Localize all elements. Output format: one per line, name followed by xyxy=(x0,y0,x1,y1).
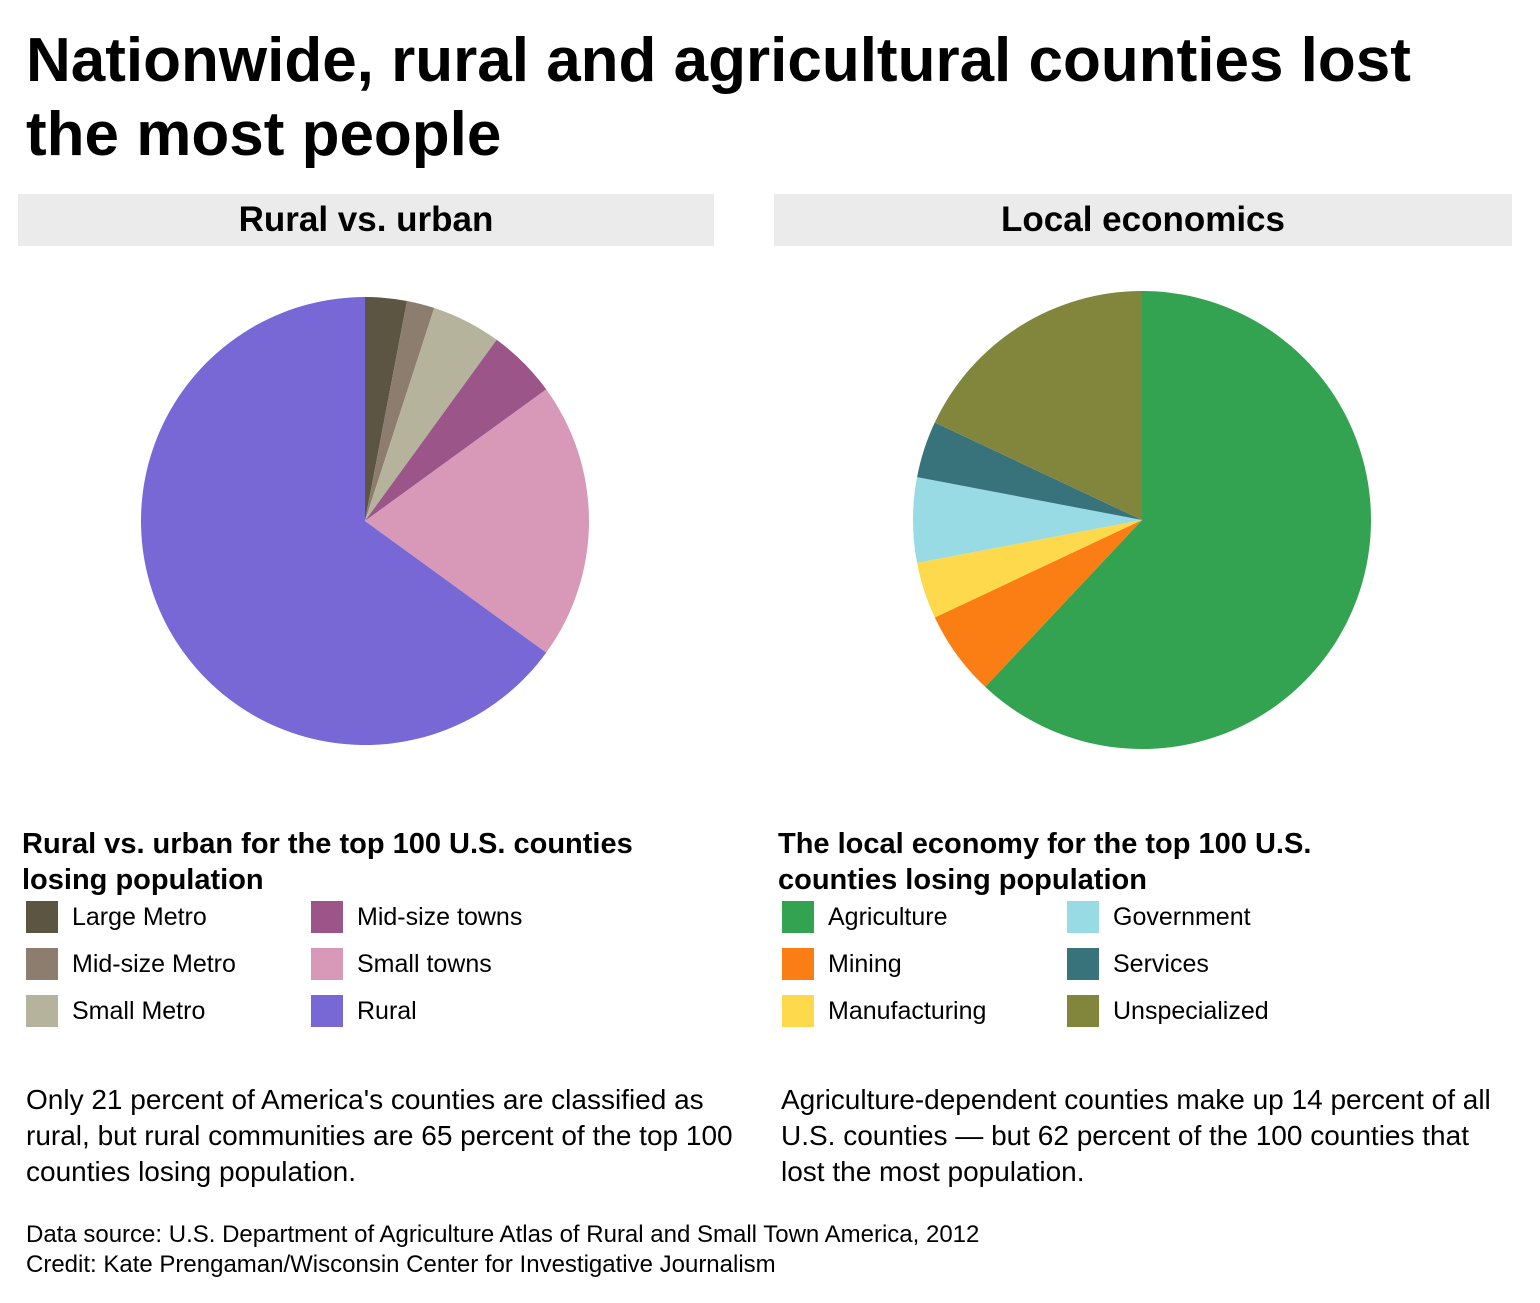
legend-label: Large Metro xyxy=(72,902,207,931)
pie-slice-mid-size-towns xyxy=(365,339,547,521)
legend-label: Unspecialized xyxy=(1113,996,1269,1025)
legend-label: Mid-size Metro xyxy=(72,949,236,978)
pie-slice-large-metro xyxy=(365,297,407,521)
legend-swatch xyxy=(311,948,343,980)
legend-item-rural: Rural xyxy=(311,993,417,1029)
legend-item-unspecialized: Unspecialized xyxy=(1067,993,1269,1029)
note-rural-urban: Only 21 percent of America's counties ar… xyxy=(26,1084,733,1187)
legend-swatch xyxy=(311,995,343,1027)
legend-swatch xyxy=(1067,948,1099,980)
legend-label: Manufacturing xyxy=(828,996,987,1025)
chart-title: Nationwide, rural and agricultural count… xyxy=(26,26,1411,169)
legend-label: Government xyxy=(1113,902,1251,931)
legend-swatch xyxy=(26,995,58,1027)
pie-slice-small-metro xyxy=(365,307,497,521)
pie-slice-mining xyxy=(934,520,1142,687)
legend-swatch xyxy=(782,995,814,1027)
panel-header-rural-urban: Rural vs. urban xyxy=(18,194,714,246)
panel-header-local-economics: Local economics xyxy=(774,194,1512,246)
legend-label: Services xyxy=(1113,949,1209,978)
legend-title-rural-urban: Rural vs. urban for the top 100 U.S. cou… xyxy=(22,828,633,896)
legend-swatch xyxy=(311,901,343,933)
pie-chart-rural-urban xyxy=(141,297,589,745)
legend-item-government: Government xyxy=(1067,899,1251,935)
legend-item-large-metro: Large Metro xyxy=(26,899,207,935)
credit-line: Credit: Kate Prengaman/Wisconsin Center … xyxy=(26,1251,776,1278)
legend-item-agriculture: Agriculture xyxy=(782,899,948,935)
legend-swatch xyxy=(782,948,814,980)
legend-swatch xyxy=(26,948,58,980)
legend-item-services: Services xyxy=(1067,946,1209,982)
pie-slice-services xyxy=(917,422,1142,520)
legend-label: Rural xyxy=(357,996,417,1025)
legend-item-small-towns: Small towns xyxy=(311,946,492,982)
pie-slice-rural xyxy=(141,297,547,745)
legend-swatch xyxy=(26,901,58,933)
legend-item-mid-size-towns: Mid-size towns xyxy=(311,899,522,935)
legend-swatch xyxy=(1067,901,1099,933)
note-local-economics: Agriculture-dependent counties make up 1… xyxy=(781,1084,1491,1187)
legend-label: Mining xyxy=(828,949,902,978)
pie-slice-government xyxy=(913,477,1142,563)
pie-slice-unspecialized xyxy=(934,291,1142,520)
legend-title-local-economics: The local economy for the top 100 U.S. c… xyxy=(778,828,1312,896)
legend-item-mid-size-metro: Mid-size Metro xyxy=(26,946,236,982)
pie-slice-mid-size-metro xyxy=(365,300,435,521)
pie-slice-agriculture xyxy=(985,291,1371,749)
pie-slice-manufacturing xyxy=(917,520,1142,618)
legend-item-mining: Mining xyxy=(782,946,902,982)
pie-slice-small-towns xyxy=(365,389,589,653)
legend-swatch xyxy=(1067,995,1099,1027)
legend-item-small-metro: Small Metro xyxy=(26,993,205,1029)
data-source: Data source: U.S. Department of Agricult… xyxy=(26,1221,980,1248)
legend-label: Small Metro xyxy=(72,996,206,1025)
legend-item-manufacturing: Manufacturing xyxy=(782,993,986,1029)
legend-swatch xyxy=(782,901,814,933)
pie-chart-local-economics xyxy=(913,291,1371,749)
legend-label: Mid-size towns xyxy=(357,902,523,931)
legend-label: Small towns xyxy=(357,949,492,978)
legend-label: Agriculture xyxy=(828,902,948,931)
